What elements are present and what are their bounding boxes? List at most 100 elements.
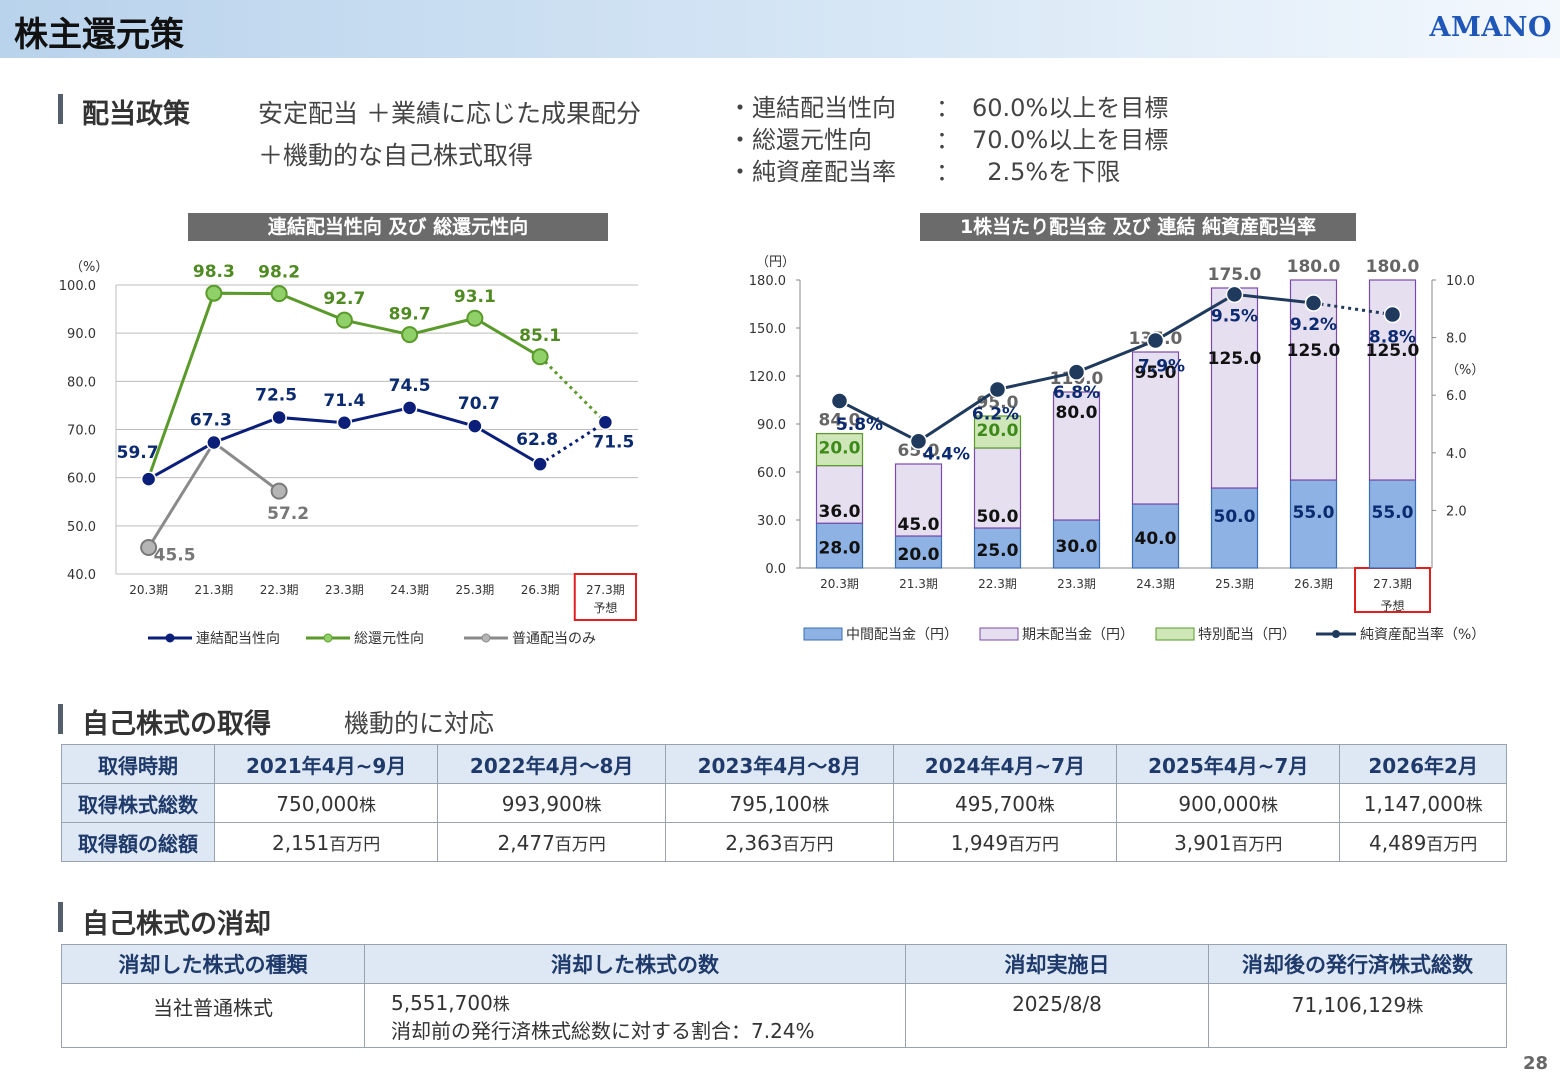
chart2-ratio-label: 8.8% (1369, 328, 1416, 348)
chart1-total-marker (205, 284, 223, 302)
chart2-ratio-label: 6.8% (1053, 383, 1100, 403)
chart1-payout-marker (206, 434, 222, 451)
chart2-ratio-marker (1304, 294, 1323, 312)
chart2-ratio-label: 4.4% (923, 444, 970, 464)
chart2-bar-segment (815, 465, 864, 524)
table-cell: 1,949百万円 (892, 822, 1118, 862)
header-cell: 2026年2月 (1339, 744, 1507, 784)
chart2-bar-segment (1052, 391, 1101, 521)
buyback-subtitle: 機動的に対応 (344, 709, 495, 738)
chart1-y-tick: 40.0 (67, 568, 96, 583)
header-cell: 消却後の発行済株式総数 (1208, 944, 1507, 984)
header-cell: 2022年4月～8月 (437, 744, 667, 784)
row-header: 取得額の総額 (61, 822, 215, 862)
table-cell: 2,363百万円 (665, 822, 894, 862)
chart1-payout-label: 71.5 (592, 432, 634, 452)
row-header: 取得株式総数 (61, 783, 215, 823)
chart2-ratio-label: 6.2% (972, 404, 1019, 424)
chart2-ratio-marker (830, 392, 849, 410)
policy-title: 配当政策 (82, 99, 190, 130)
chart1-legend-marker (323, 633, 333, 643)
table-row: 当社普通株式 5,551,700株 消却前の発行済株式総数に対する割合：7.24… (61, 983, 1507, 1048)
chart2-x-tick: 24.3期 (1136, 577, 1175, 591)
chart2-final-label: 80.0 (1056, 403, 1098, 423)
chart1-total-marker (335, 311, 353, 329)
chart2-y-unit: （円） (756, 255, 795, 270)
chart2-interim-label: 30.0 (1056, 537, 1098, 557)
chart2-x-tick: 27.3期 (1373, 577, 1412, 591)
chart2-y-tick: 90.0 (757, 418, 786, 433)
chart2-bar-segment (1052, 519, 1101, 569)
chart1-y-tick: 70.0 (67, 424, 96, 439)
section-marker (58, 704, 63, 734)
page-title: 株主還元策 (14, 15, 184, 55)
chart2-final-label: 125.0 (1208, 349, 1262, 369)
chart1-x-tick: 25.3期 (456, 583, 495, 597)
chart2-y2-tick: 4.0 (1446, 447, 1467, 462)
table-cell: 71,106,129株 (1208, 983, 1507, 1048)
table-cell: 4,489百万円 (1339, 822, 1507, 862)
chart1-payout-marker (271, 409, 287, 426)
chart2-x-tick: 22.3期 (978, 577, 1017, 591)
chart2-ratio-marker (1146, 331, 1165, 350)
table-cell: 993,900株 (437, 783, 667, 823)
chart1-payout-marker (532, 456, 548, 472)
chart1-x-tick: 22.3期 (260, 583, 299, 597)
chart2-bar-segment (1289, 279, 1338, 481)
chart2-bar-segment (1210, 487, 1259, 569)
buyback-title: 自己株式の取得 (82, 709, 271, 740)
chart1-payout-marker (140, 471, 157, 487)
policy-line-1: 安定配当 ＋業績に応じた成果配分 (258, 99, 641, 128)
chart2-legend-swatch (979, 627, 1019, 641)
table-cell: 当社普通株式 (61, 983, 365, 1048)
chart2-total-label: 180.0 (1287, 257, 1341, 277)
chart1-payout-label: 72.5 (255, 385, 297, 405)
chart2-interim-label: 55.0 (1293, 503, 1335, 523)
chart1-total-label: 92.7 (323, 289, 365, 309)
chart1-total-marker (531, 348, 549, 366)
chart2-y-tick: 150.0 (749, 322, 786, 337)
chart1-payout-label: 62.8 (516, 430, 558, 450)
chart2-ratio-label: 9.5% (1211, 306, 1258, 326)
target-value: 70.0%以上を目標 (972, 126, 1169, 154)
header-cell: 消却実施日 (905, 944, 1209, 984)
chart2-interim-label: 25.0 (977, 541, 1019, 561)
chart2-y2-tick: 8.0 (1446, 332, 1467, 347)
chart1-payout-marker (401, 400, 418, 416)
chart1-total-marker (466, 309, 484, 327)
chart2-bar-segment (894, 535, 943, 569)
chart2-x-tick: 23.3期 (1057, 577, 1096, 591)
chart2-y2-tick: 2.0 (1446, 504, 1467, 519)
target-sep: ： (936, 126, 960, 154)
chart2-final-label: 95.0 (1135, 363, 1177, 383)
table-row: 取得株式総数 750,000株 993,900株 795,100株 495,70… (61, 783, 1507, 823)
chart2-bar-segment (1289, 479, 1338, 569)
chart2-special-label: 20.0 (977, 421, 1019, 441)
table-cell: 1,147,000株 (1339, 783, 1507, 823)
chart1-total-marker (401, 326, 419, 344)
chart1-payout-label: 67.3 (190, 411, 232, 431)
chart2-legend-swatch (1155, 627, 1195, 641)
page-number: 28 (1522, 1053, 1548, 1074)
table-cell: 2,477百万円 (437, 822, 667, 862)
chart1-title: 連結配当性向 及び 総還元性向 (188, 213, 608, 241)
chart1-total-marker (270, 285, 288, 303)
chart1-total-label: 89.7 (389, 305, 431, 325)
policy-target-row: ・純資産配当率 ： 2.5%を下限 (728, 156, 1168, 188)
chart1-total-label: 98.2 (258, 263, 300, 283)
chart2-interim-label: 50.0 (1214, 507, 1256, 527)
table-cell: 2025/8/8 (905, 983, 1209, 1048)
chart2-x-tick: 21.3期 (899, 577, 938, 591)
target-label: ・総還元性向 (728, 126, 872, 154)
chart1-y-tick: 60.0 (67, 472, 96, 487)
chart2-y2-tick: 6.0 (1446, 389, 1467, 404)
chart1-y-tick: 50.0 (67, 520, 96, 535)
chart1-payout-label: 74.5 (389, 376, 431, 396)
chart1-x-tick: 27.3期 (586, 583, 625, 597)
chart2-total-label: 84.0 (819, 411, 861, 431)
chart1-legend-marker (165, 633, 175, 643)
chart2-interim-label: 55.0 (1372, 503, 1414, 523)
chart2-bar-segment (815, 522, 864, 569)
table-cell: 795,100株 (665, 783, 894, 823)
chart1-x-tick: 23.3期 (325, 583, 364, 597)
